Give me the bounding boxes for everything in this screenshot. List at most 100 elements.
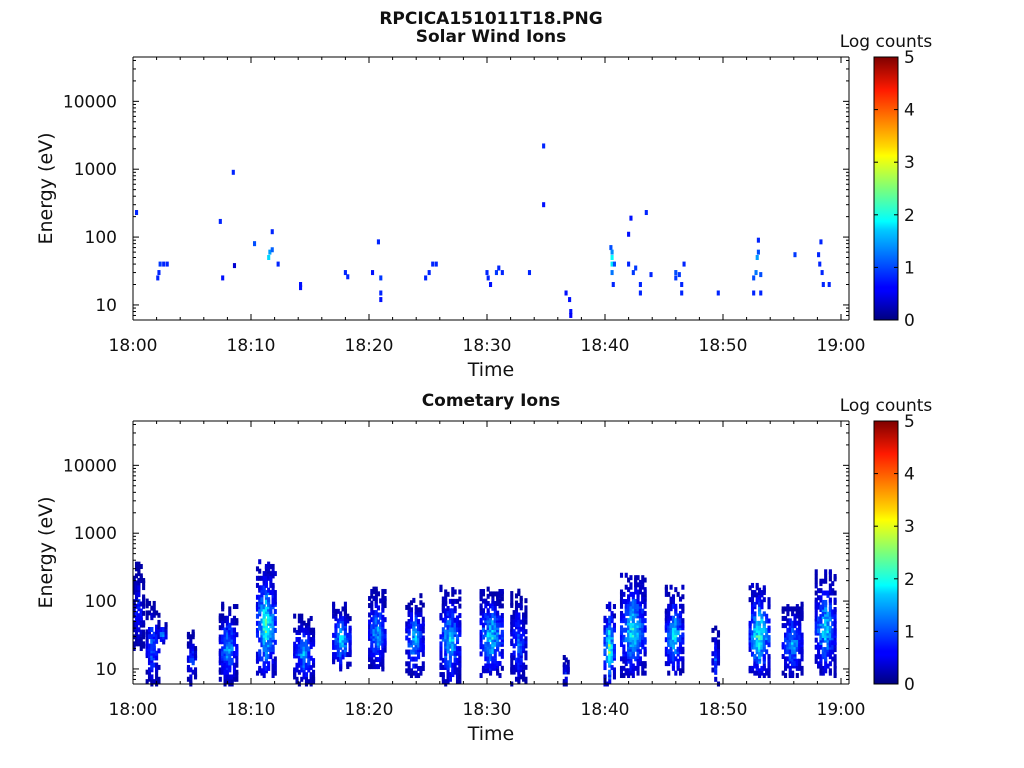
heatmap-cell (833, 618, 837, 624)
heatmap-cell (439, 584, 443, 590)
heatmap-cell (417, 630, 421, 636)
heatmap-cell (137, 568, 141, 574)
heatmap-cell (267, 654, 271, 660)
heatmap-cell (664, 637, 668, 643)
heatmap-cell (638, 608, 642, 614)
heatmap-cell (500, 596, 504, 602)
heatmap-cell (479, 641, 483, 647)
heatmap-cell (833, 647, 837, 653)
heatmap-cell (417, 654, 421, 660)
heatmap-cell (334, 623, 338, 629)
heatmap-cell (374, 657, 378, 663)
heatmap-cell (641, 608, 645, 614)
heatmap-cell (405, 604, 409, 610)
heatmap-cell (485, 270, 489, 276)
heatmap-cell (678, 634, 683, 640)
heatmap-cell (381, 664, 385, 670)
heatmap-cell (235, 604, 239, 610)
heatmap-cell (664, 608, 668, 614)
heatmap-cell (493, 615, 497, 621)
heatmap-cell (643, 618, 647, 624)
heatmap-cell (824, 625, 828, 631)
heatmap-cell (828, 583, 832, 589)
heatmap-cell (191, 669, 195, 675)
heatmap-cell (370, 593, 374, 599)
heatmap-cell (833, 574, 837, 580)
heatmap-cell (831, 656, 835, 662)
heatmap-cell (414, 621, 418, 627)
heatmap-cell (381, 605, 385, 611)
heatmap-cell (798, 642, 802, 648)
heatmap-cell (605, 604, 609, 610)
heatmap-cell (676, 625, 680, 631)
heatmap-cell (446, 605, 450, 611)
heatmap-cell (372, 586, 376, 592)
x-tick-label: 18:50 (699, 700, 748, 720)
heatmap-cell (255, 575, 260, 581)
heatmap-cell (634, 637, 638, 643)
heatmap-cell (132, 641, 136, 647)
heatmap-cell (753, 639, 757, 645)
heatmap-cell (788, 653, 792, 659)
heatmap-cell (674, 656, 678, 662)
heatmap-cell (500, 622, 504, 628)
heatmap-cell (262, 609, 266, 615)
heatmap-cell (759, 272, 763, 278)
heatmap-cell (783, 661, 788, 667)
heatmap-cell (643, 603, 647, 609)
heatmap-cell (221, 613, 225, 619)
heatmap-cell (760, 618, 764, 624)
heatmap-cell (760, 665, 764, 671)
heatmap-cell (262, 668, 266, 674)
heatmap-cell (514, 605, 519, 611)
heatmap-cell (758, 651, 762, 657)
heatmap-cell (786, 604, 790, 610)
heatmap-cell (419, 640, 423, 646)
heatmap-cell (451, 627, 455, 633)
heatmap-cell (566, 659, 570, 665)
heatmap-cell (439, 662, 443, 668)
heatmap-cell (218, 613, 222, 619)
heatmap-cell (346, 652, 350, 658)
heatmap-cell (446, 629, 450, 635)
heatmap-cell (762, 673, 766, 679)
heatmap-cell (514, 641, 519, 647)
x-tick-label: 18:00 (109, 336, 158, 356)
heatmap-cell (336, 649, 340, 655)
heatmap-cell (228, 622, 232, 628)
heatmap-cell (619, 610, 624, 616)
heatmap-cell (681, 618, 685, 624)
heatmap-cell (750, 630, 755, 636)
heatmap-cell (755, 582, 759, 588)
heatmap-cell (409, 600, 414, 606)
heatmap-cell (781, 653, 785, 659)
heatmap-cell (157, 612, 161, 618)
heatmap-cell (619, 572, 624, 578)
heatmap-cell (419, 623, 423, 629)
heatmap-cell (496, 668, 500, 674)
heatmap-cell (381, 593, 385, 599)
heatmap-cell (235, 658, 239, 664)
heatmap-cell (255, 656, 260, 662)
heatmap-cell (519, 650, 523, 656)
heatmap-cell (228, 674, 232, 680)
heatmap-cell (569, 312, 573, 318)
heatmap-cell (753, 590, 757, 596)
heatmap-cell (267, 561, 271, 567)
heatmap-cell (793, 613, 797, 619)
heatmap-cell (714, 676, 718, 682)
heatmap-cell (193, 672, 198, 678)
heatmap-cell (139, 573, 143, 579)
heatmap-cell (664, 591, 668, 597)
heatmap-cell (634, 603, 638, 609)
heatmap-cell (311, 658, 316, 664)
heatmap-cell (828, 661, 832, 667)
heatmap-cell (376, 657, 380, 663)
heatmap-cell (821, 590, 825, 596)
heatmap-cell (819, 632, 823, 638)
heatmap-cell (510, 652, 514, 658)
heatmap-cell (142, 585, 146, 591)
heatmap-cell (228, 641, 232, 647)
heatmap-cell (498, 641, 502, 647)
heatmap-cell (271, 668, 275, 674)
